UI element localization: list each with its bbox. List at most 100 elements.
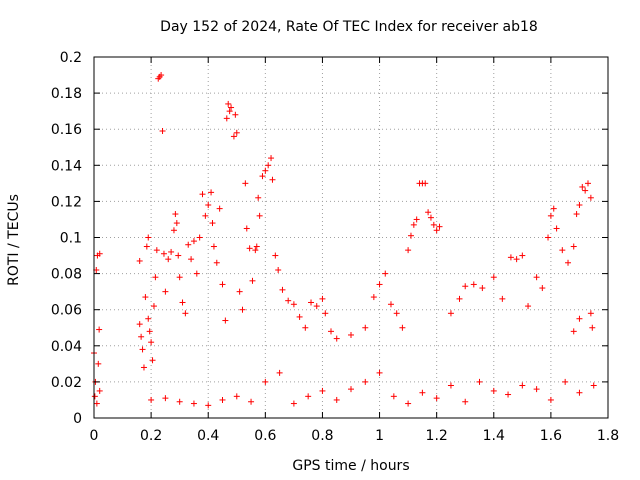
y-tick-label: 0.1	[60, 231, 82, 247]
data-point	[507, 254, 514, 261]
data-point	[146, 328, 153, 335]
x-tick-label: 0.6	[254, 428, 276, 444]
y-tick-label: 0.16	[51, 122, 82, 138]
data-point	[262, 167, 269, 174]
data-point	[190, 238, 197, 245]
data-point	[253, 243, 260, 250]
data-point	[576, 315, 583, 322]
data-point	[570, 328, 577, 335]
data-point	[162, 288, 169, 295]
data-point	[248, 398, 255, 405]
data-point	[479, 285, 486, 292]
data-point	[162, 395, 169, 402]
data-point	[525, 303, 532, 310]
y-axis-label: ROTI / TECUs	[6, 194, 22, 286]
data-point	[587, 310, 594, 317]
data-point	[170, 227, 177, 234]
data-point	[182, 310, 189, 317]
data-point	[246, 245, 253, 252]
data-point	[139, 346, 146, 353]
data-point	[582, 187, 589, 194]
data-point	[499, 295, 506, 302]
data-point	[505, 391, 512, 398]
data-point	[290, 301, 297, 308]
data-point	[259, 173, 266, 180]
data-point	[573, 211, 580, 218]
data-point	[232, 111, 239, 118]
data-point	[570, 243, 577, 250]
data-point	[168, 248, 175, 255]
axis-ticks	[93, 56, 609, 419]
y-tick-label: 0.18	[51, 86, 82, 102]
data-point	[285, 297, 292, 304]
data-point	[370, 294, 377, 301]
data-point	[430, 221, 437, 228]
data-point	[513, 256, 520, 263]
data-point	[148, 396, 155, 403]
data-point	[185, 241, 192, 248]
data-point	[143, 243, 150, 250]
x-tick-label: 0.8	[311, 428, 333, 444]
x-tick-label: 1.2	[426, 428, 448, 444]
data-point	[96, 326, 103, 333]
data-point	[269, 176, 276, 183]
data-point	[136, 257, 143, 264]
data-point	[476, 378, 483, 385]
data-point	[362, 378, 369, 385]
data-point	[159, 128, 166, 135]
data-point	[302, 324, 309, 331]
data-point	[219, 396, 226, 403]
data-point	[562, 378, 569, 385]
data-point	[176, 398, 183, 405]
data-point	[565, 259, 572, 266]
data-point	[193, 270, 200, 277]
data-point	[236, 288, 243, 295]
data-point	[149, 357, 156, 364]
data-point	[268, 155, 275, 162]
data-point	[209, 220, 216, 227]
x-tick-label: 0.2	[140, 428, 162, 444]
data-point	[590, 382, 597, 389]
data-point	[275, 266, 282, 273]
data-point	[559, 247, 566, 254]
data-point	[539, 285, 546, 292]
data-point	[407, 232, 414, 239]
data-point	[533, 274, 540, 281]
data-point	[152, 274, 159, 281]
data-point	[362, 324, 369, 331]
y-tick-label: 0	[73, 411, 82, 427]
data-point	[160, 250, 167, 257]
data-point	[419, 389, 426, 396]
data-point	[208, 189, 215, 196]
data-point	[276, 369, 283, 376]
grid-lines	[94, 57, 608, 418]
data-point	[405, 400, 412, 407]
data-point	[216, 205, 223, 212]
data-point	[290, 400, 297, 407]
data-point	[462, 398, 469, 405]
y-tick-label: 0.02	[51, 375, 82, 391]
data-point	[165, 256, 172, 263]
data-point	[175, 252, 182, 259]
x-tick-label: 1.8	[597, 428, 619, 444]
data-point	[422, 180, 429, 187]
data-point	[333, 396, 340, 403]
y-tick-label: 0.06	[51, 303, 82, 319]
data-point	[427, 214, 434, 221]
data-point	[223, 115, 230, 122]
data-point	[222, 317, 229, 324]
data-point	[96, 387, 103, 394]
data-point	[413, 216, 420, 223]
x-tick-label: 0	[90, 428, 99, 444]
data-point	[447, 382, 454, 389]
data-point	[153, 247, 160, 254]
data-point	[226, 108, 233, 115]
x-tick-label: 1	[375, 428, 384, 444]
data-point	[547, 212, 554, 219]
data-point	[205, 202, 212, 209]
data-point	[279, 286, 286, 293]
y-tick-label: 0.08	[51, 267, 82, 283]
data-point	[519, 252, 526, 259]
